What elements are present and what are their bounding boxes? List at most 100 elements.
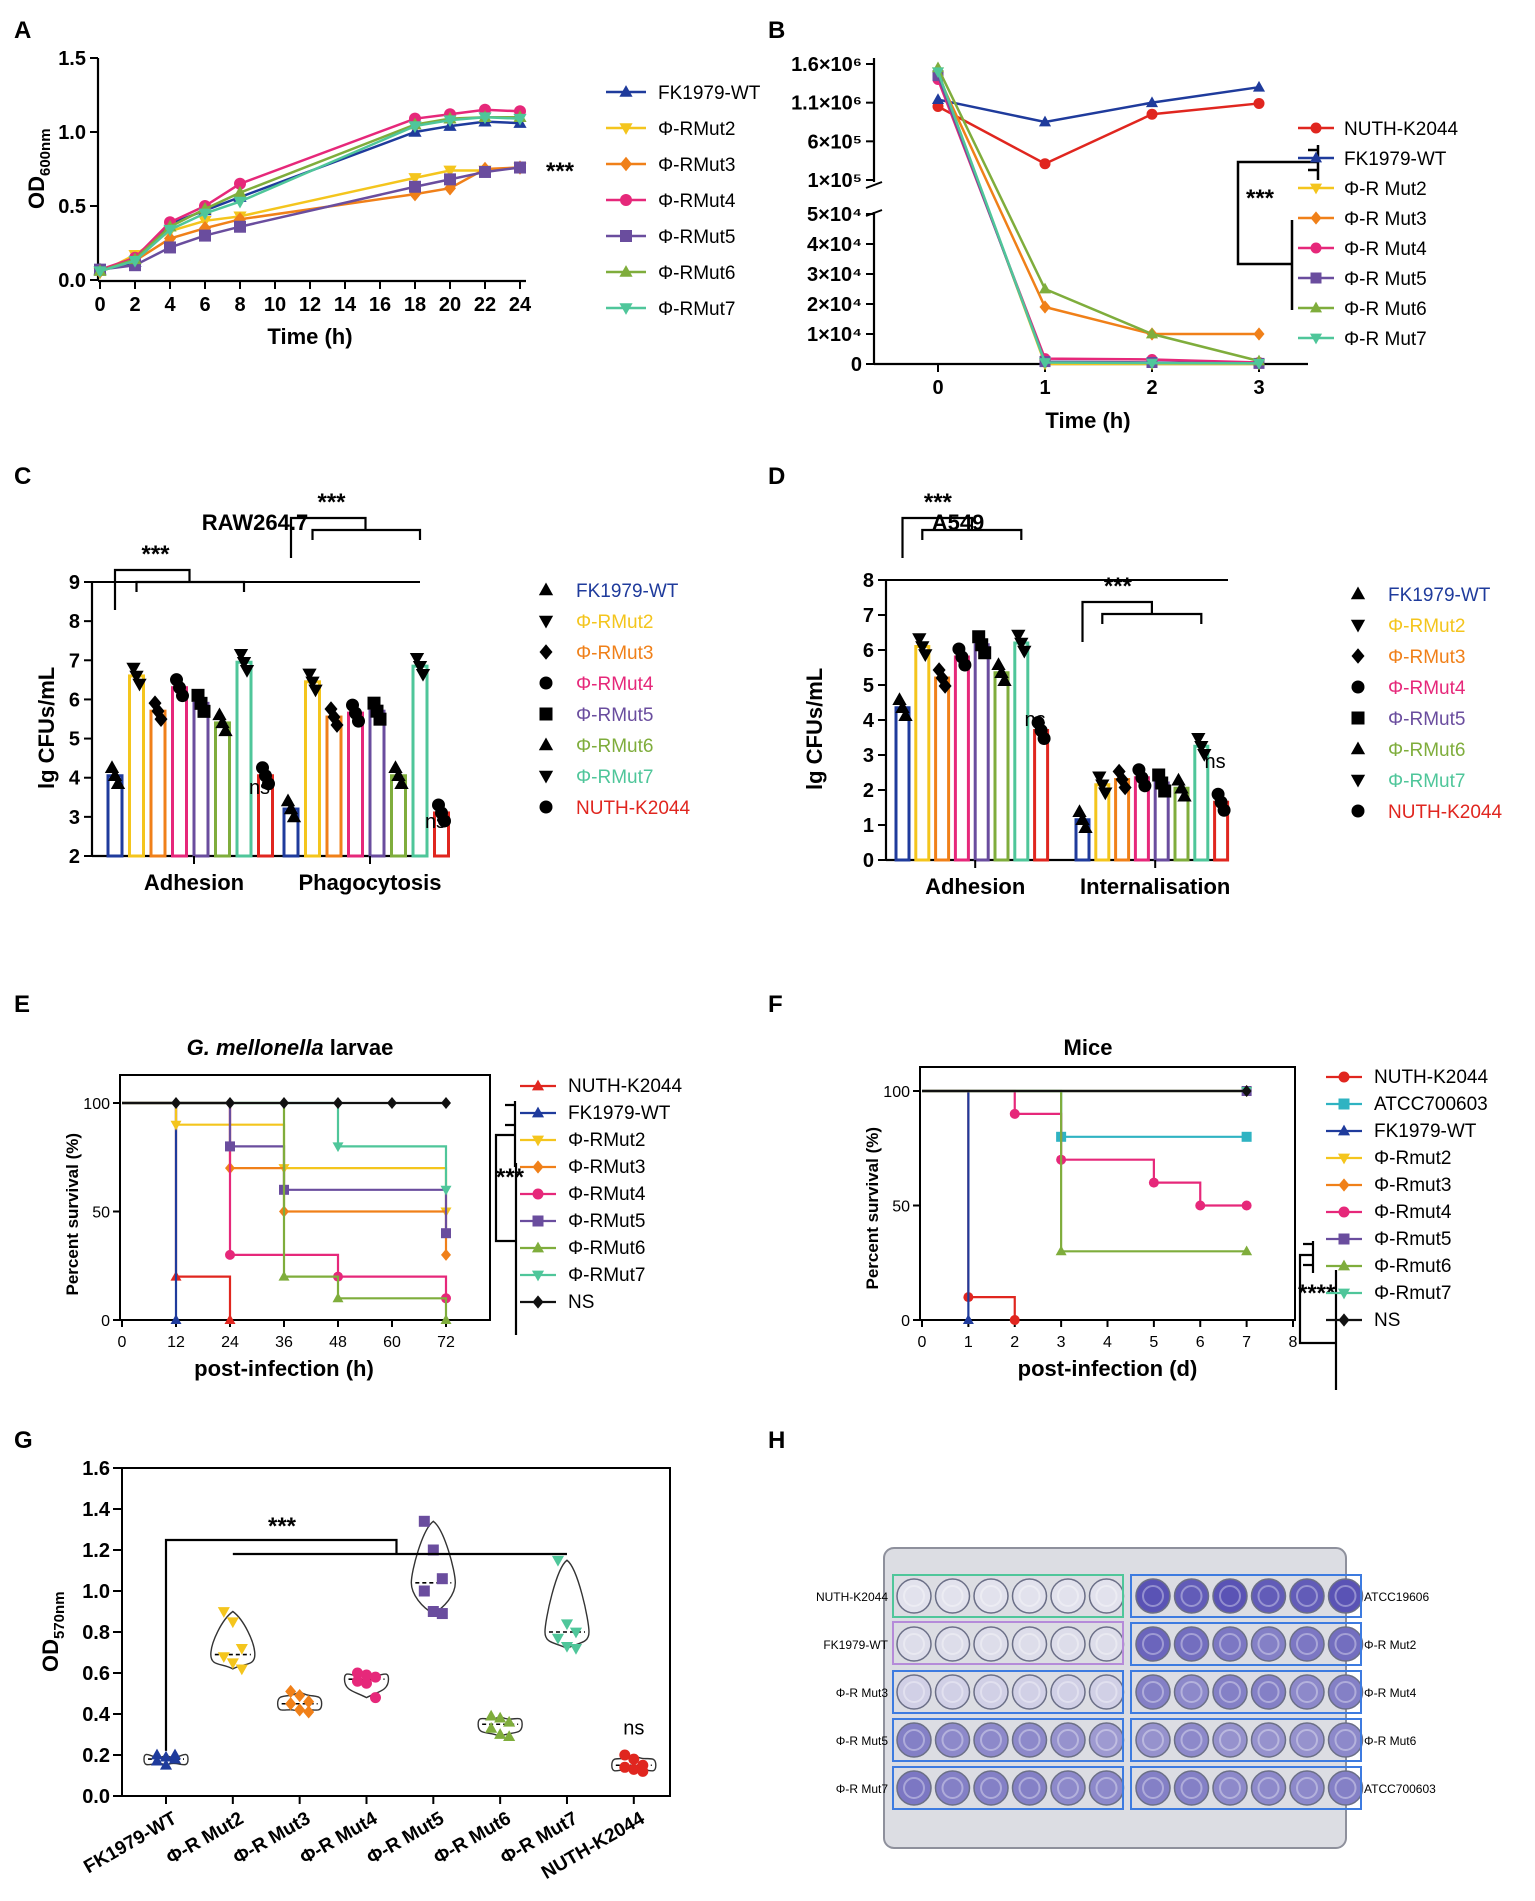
group-outline (1130, 1574, 1362, 1618)
plate-well-highlight (1180, 1585, 1203, 1607)
bar-rmut2 (914, 645, 931, 862)
x-axis-title: Time (h) (267, 324, 352, 349)
legend-label-rmut4: Φ-Rmut4 (1374, 1202, 1452, 1223)
data-point-r-mut7 (560, 1641, 574, 1653)
data-point-rmut5 (409, 180, 421, 193)
plate-well-highlight (1057, 1681, 1079, 1703)
plate-well (1289, 1578, 1325, 1614)
plate-row-label-right: Φ-R Mut6 (1364, 1734, 1417, 1748)
legend-label-r-mut4: Φ-R Mut4 (1344, 239, 1427, 260)
group-outline (1130, 1718, 1362, 1762)
data-point-r-mut6 (503, 1715, 516, 1727)
plate-well (1250, 1674, 1287, 1710)
plate-well (1212, 1722, 1248, 1758)
y-axis-title: lg CFUs/mL (34, 667, 59, 789)
y-tick-label: 1.1×10⁶ (791, 93, 862, 115)
replicate-point-rmut2 (302, 668, 317, 682)
x-tick-label: 22 (474, 294, 496, 316)
data-point-nuth-k2044 (1146, 108, 1158, 120)
plate-well (973, 1722, 1009, 1758)
replicate-point-nuth-k2044 (438, 814, 451, 828)
plate-well (1327, 1770, 1364, 1806)
legend-label-rmut3: Φ-Rmut3 (1374, 1175, 1451, 1196)
legend-label-fk1979-wt: FK1979-WT (568, 1103, 671, 1124)
legend-marker-rmut7 (531, 1270, 545, 1282)
data-point-fk1979-wt (159, 1750, 173, 1762)
plate-row-label-left: NUTH-K2044 (816, 1590, 888, 1604)
plate-well-highlight (1257, 1585, 1280, 1607)
data-point-fk1979-wt (1252, 80, 1266, 92)
plate-well-highlight (980, 1681, 1002, 1703)
replicate-point-rmut6 (997, 673, 1012, 686)
plate-well (934, 1722, 971, 1758)
data-point-fk1979-wt (150, 1748, 164, 1760)
data-point-r-mut2 (235, 1644, 248, 1655)
plate-well-highlight (1057, 1585, 1079, 1607)
legend-label-rmut5: Φ-RMut5 (1388, 709, 1465, 730)
plate-well-highlight (903, 1777, 925, 1799)
data-point-rmut7 (443, 115, 457, 128)
plate-well (1289, 1626, 1325, 1662)
legend-marker-rmut2 (538, 615, 554, 629)
plate-well-highlight (903, 1681, 925, 1703)
chart-title: RAW264.7 (202, 510, 308, 535)
data-point-fk1979-wt (1145, 96, 1159, 108)
group-outline (1130, 1670, 1362, 1714)
x-tick-label: 5 (1149, 1334, 1158, 1351)
plate-well-highlight (903, 1633, 925, 1655)
data-point-rmut3 (409, 186, 421, 202)
plate-row-label-left: Φ-R Mut3 (836, 1686, 889, 1700)
legend-label-rmut3: Φ-RMut3 (576, 643, 653, 664)
x-tick-label: 2 (1146, 377, 1157, 399)
replicate-point-rmut3 (154, 711, 168, 727)
x-tick-label: 72 (437, 1334, 455, 1351)
data-point-atcc700603 (1241, 1131, 1252, 1142)
series-line-rmut6 (99, 115, 520, 273)
data-point-rmut2 (170, 1120, 182, 1131)
plate-well (1327, 1578, 1364, 1614)
group-outline (1130, 1766, 1362, 1810)
y-tick-label: 4 (69, 768, 81, 790)
serum-survival-chart: 1.6×10⁶ 1.1×10⁶ 6×10⁵ 1×10⁵ 5×10⁴ 4×10⁴ 3×10⁴ 2… (791, 54, 1458, 433)
data-point-r-mut7 (560, 1619, 574, 1631)
legend-marker-rmut4 (620, 194, 632, 206)
plate-well-highlight (1095, 1681, 1118, 1703)
replicate-point-fk1979-wt (1072, 804, 1087, 817)
plate-well (896, 1770, 932, 1806)
legend-label-rmut4: Φ-RMut4 (576, 674, 654, 695)
plate-well (1173, 1722, 1210, 1758)
data-point-r-mut7 (1252, 359, 1266, 370)
plate-well-highlight (1057, 1633, 1079, 1655)
y-tick-label: 4 (863, 710, 875, 732)
data-point-r-mut5 (427, 1544, 439, 1556)
series-line-fk1979-wt (99, 120, 521, 271)
plate-well-highlight (1180, 1729, 1203, 1751)
plate-well (1173, 1626, 1210, 1662)
plate-well-highlight (941, 1777, 964, 1799)
plate-well-highlight (1180, 1633, 1203, 1655)
plate-well-highlight (941, 1729, 964, 1751)
x-tick-label: 4 (164, 294, 176, 316)
plate-well (1173, 1578, 1210, 1614)
replicate-point-rmut6 (1171, 772, 1186, 786)
y-tick-label: 2 (863, 780, 874, 802)
group-outline (892, 1621, 1124, 1665)
significance-label: *** (546, 158, 575, 185)
plate-well-highlight (980, 1585, 1002, 1607)
plate-well (1173, 1674, 1210, 1710)
legend-label-ns: NS (1374, 1310, 1400, 1331)
y-tick-label: 0.8 (82, 1622, 110, 1644)
group-outline (892, 1574, 1124, 1618)
y-tick-label: 0.6 (82, 1663, 110, 1685)
biofilm-plate-image: NUTH-K2044 FK1979-WT Φ-R Mut3 Φ-R Mut5 Φ-R M… (816, 1547, 1436, 1849)
legend-label-r-mut7: Φ-R Mut7 (1344, 329, 1427, 350)
x-tick-label: 1 (964, 1334, 973, 1351)
plate-well-highlight (1296, 1585, 1318, 1607)
plate-well (973, 1770, 1009, 1806)
plate-well-highlight (1018, 1777, 1041, 1799)
replicate-point-rmut7 (236, 657, 252, 670)
y-tick-label: 6×10⁵ (808, 131, 862, 153)
significance-label: *** (1246, 185, 1275, 212)
replicate-point-fk1979-wt (104, 760, 120, 773)
